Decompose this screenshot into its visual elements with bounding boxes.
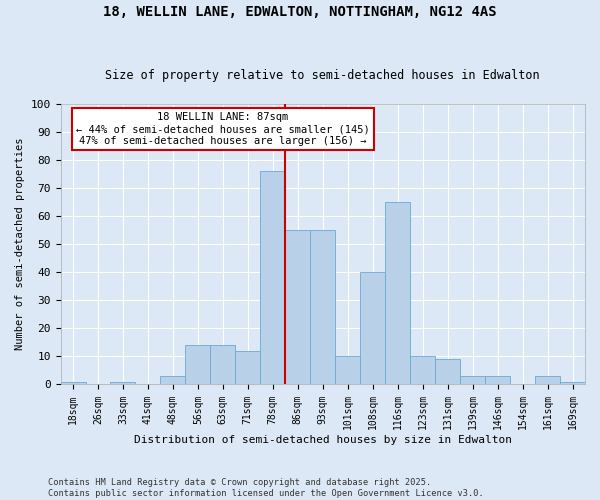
Text: 18 WELLIN LANE: 87sqm
← 44% of semi-detached houses are smaller (145)
47% of sem: 18 WELLIN LANE: 87sqm ← 44% of semi-deta…: [76, 112, 370, 146]
Bar: [211, 345, 235, 385]
Bar: [260, 172, 286, 384]
Title: Size of property relative to semi-detached houses in Edwalton: Size of property relative to semi-detach…: [106, 69, 540, 82]
Y-axis label: Number of semi-detached properties: Number of semi-detached properties: [15, 138, 25, 350]
Bar: [61, 382, 86, 384]
Bar: [410, 356, 435, 384]
X-axis label: Distribution of semi-detached houses by size in Edwalton: Distribution of semi-detached houses by …: [134, 435, 512, 445]
Bar: [485, 376, 510, 384]
Bar: [385, 202, 410, 384]
Bar: [335, 356, 360, 384]
Bar: [310, 230, 335, 384]
Text: Contains HM Land Registry data © Crown copyright and database right 2025.
Contai: Contains HM Land Registry data © Crown c…: [48, 478, 484, 498]
Bar: [535, 376, 560, 384]
Bar: [286, 230, 310, 384]
Bar: [160, 376, 185, 384]
Bar: [185, 345, 211, 385]
Bar: [110, 382, 136, 384]
Bar: [560, 382, 585, 384]
Bar: [435, 359, 460, 384]
Bar: [460, 376, 485, 384]
Text: 18, WELLIN LANE, EDWALTON, NOTTINGHAM, NG12 4AS: 18, WELLIN LANE, EDWALTON, NOTTINGHAM, N…: [103, 5, 497, 19]
Bar: [235, 351, 260, 384]
Bar: [360, 272, 385, 384]
